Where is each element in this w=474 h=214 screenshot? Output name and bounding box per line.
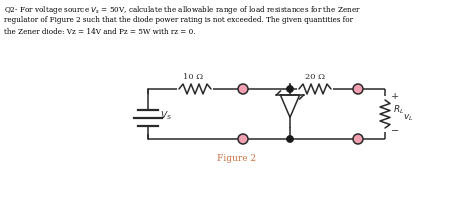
Circle shape	[286, 86, 293, 92]
Text: Figure 2: Figure 2	[218, 154, 256, 163]
Circle shape	[286, 135, 293, 143]
Text: $R_L$: $R_L$	[393, 104, 404, 116]
Text: 20 Ω: 20 Ω	[305, 73, 325, 81]
Text: $V_S$: $V_S$	[160, 110, 172, 122]
Text: 10 Ω: 10 Ω	[183, 73, 203, 81]
Circle shape	[238, 134, 248, 144]
Text: −: −	[391, 127, 399, 136]
Circle shape	[353, 84, 363, 94]
Text: $v_L$: $v_L$	[403, 113, 413, 123]
Circle shape	[353, 134, 363, 144]
Text: +: +	[391, 92, 399, 101]
Circle shape	[238, 84, 248, 94]
Text: the Zener diode: Vz = 14V and Pz = 5W with rz = 0.: the Zener diode: Vz = 14V and Pz = 5W wi…	[4, 28, 195, 36]
Text: regulator of Figure 2 such that the diode power rating is not exceeded. The give: regulator of Figure 2 such that the diod…	[4, 16, 353, 24]
Text: Q2- For voltage source $V_s$ = 50V, calculate the allowable range of load resist: Q2- For voltage source $V_s$ = 50V, calc…	[4, 4, 361, 16]
